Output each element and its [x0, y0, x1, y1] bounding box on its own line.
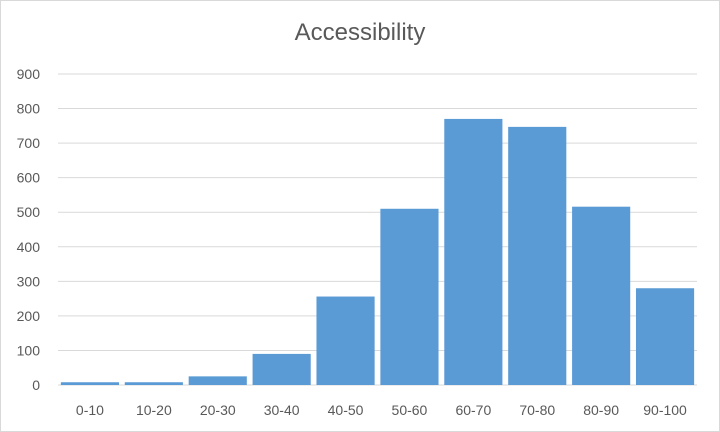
y-tick-label: 0	[32, 377, 40, 393]
y-tick-label: 600	[17, 170, 41, 186]
x-tick-label: 80-90	[583, 402, 619, 418]
bar-20-30	[188, 376, 247, 385]
y-tick-label: 100	[17, 342, 41, 358]
y-tick-label: 800	[17, 101, 41, 117]
x-tick-label: 60-70	[455, 402, 491, 418]
bar-80-90	[572, 206, 631, 385]
y-tick-label: 300	[17, 273, 41, 289]
x-tick-label: 70-80	[519, 402, 555, 418]
chart-title: Accessibility	[295, 19, 426, 46]
bar-50-60	[380, 208, 439, 385]
y-tick-label: 900	[17, 66, 41, 82]
bar-40-50	[316, 296, 375, 385]
y-tick-label: 500	[17, 204, 41, 220]
y-tick-label: 700	[17, 135, 41, 151]
gridlines	[58, 73, 697, 386]
bar-70-80	[508, 126, 567, 386]
x-tick-label: 90-100	[643, 402, 687, 418]
y-axis-tick-labels: 0 100 200 300 400 500 600 700 800 900	[17, 66, 41, 393]
y-tick-label: 200	[17, 308, 41, 324]
x-tick-label: 30-40	[264, 402, 300, 418]
bar-90-100	[635, 288, 695, 385]
bar-0-10	[60, 382, 120, 385]
x-tick-label: 50-60	[392, 402, 428, 418]
bar-10-20	[124, 382, 183, 385]
x-tick-label: 10-20	[136, 402, 172, 418]
x-tick-label: 40-50	[328, 402, 364, 418]
x-axis-tick-labels: 0-10 10-20 20-30 30-40 40-50 50-60 60-70 70-80 8…	[76, 402, 687, 418]
bars	[60, 118, 695, 386]
x-tick-label: 0-10	[76, 402, 104, 418]
bar-60-70	[444, 118, 503, 385]
x-tick-label: 20-30	[200, 402, 236, 418]
y-tick-label: 400	[17, 239, 41, 255]
bar-30-40	[252, 353, 311, 385]
